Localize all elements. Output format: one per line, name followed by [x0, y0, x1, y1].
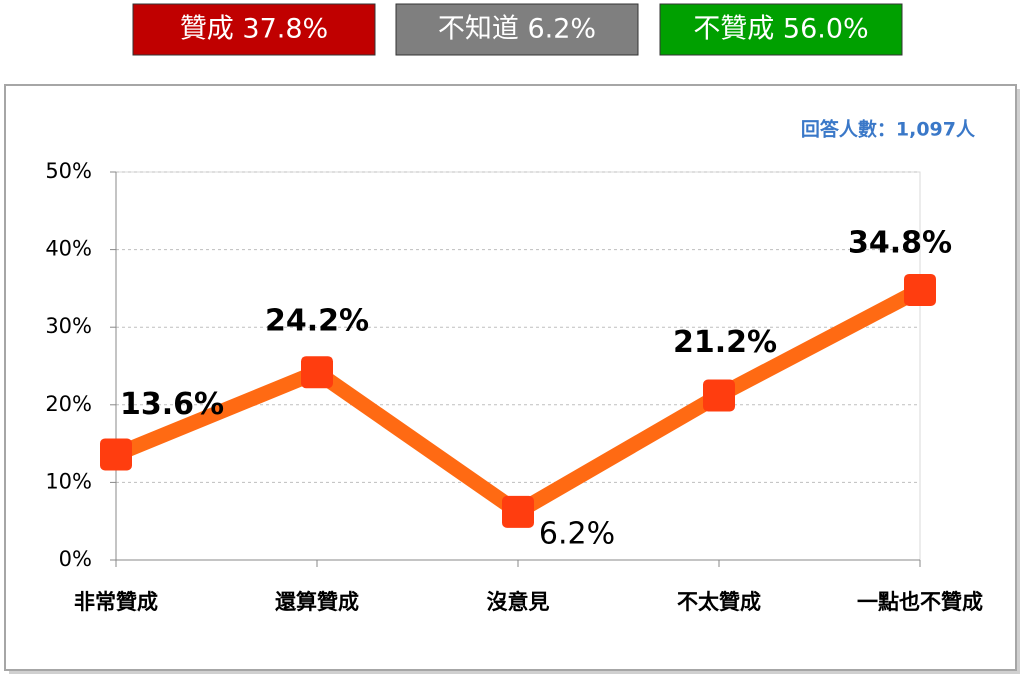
summary-box [395, 3, 639, 56]
marker [100, 438, 132, 471]
summary-text: 不贊成 56.0% [693, 14, 868, 45]
summary-text: 不知道 6.2% [438, 14, 596, 45]
value-label: 6.2% [539, 516, 615, 551]
value-label: 24.2% [265, 304, 369, 339]
value-label: 13.6% [120, 387, 224, 422]
summary-box [132, 3, 376, 56]
x-tick-label: 非常贊成 [74, 590, 158, 614]
x-tick-label: 沒意見 [487, 590, 550, 614]
marker [301, 356, 333, 389]
summary-text: 贊成 37.8% [180, 14, 328, 45]
marker [904, 273, 936, 306]
y-tick-label: 30% [45, 314, 92, 338]
chart-frame [4, 84, 1017, 671]
y-tick-label: 0% [59, 547, 92, 571]
x-tick-label: 不太贊成 [677, 590, 761, 614]
marker [502, 495, 534, 528]
value-label: 34.8% [848, 225, 952, 260]
x-tick-label: 還算贊成 [275, 590, 359, 614]
x-tick-label: 一點也不贊成 [857, 590, 983, 614]
marker [703, 379, 735, 412]
y-tick-label: 20% [45, 392, 92, 416]
summary-box [659, 3, 903, 56]
y-tick-label: 10% [45, 469, 92, 493]
value-label: 21.2% [673, 325, 777, 360]
note: 回答人數：1,097人 [801, 118, 976, 141]
y-tick-label: 50% [45, 159, 92, 183]
y-tick-label: 40% [45, 237, 92, 261]
